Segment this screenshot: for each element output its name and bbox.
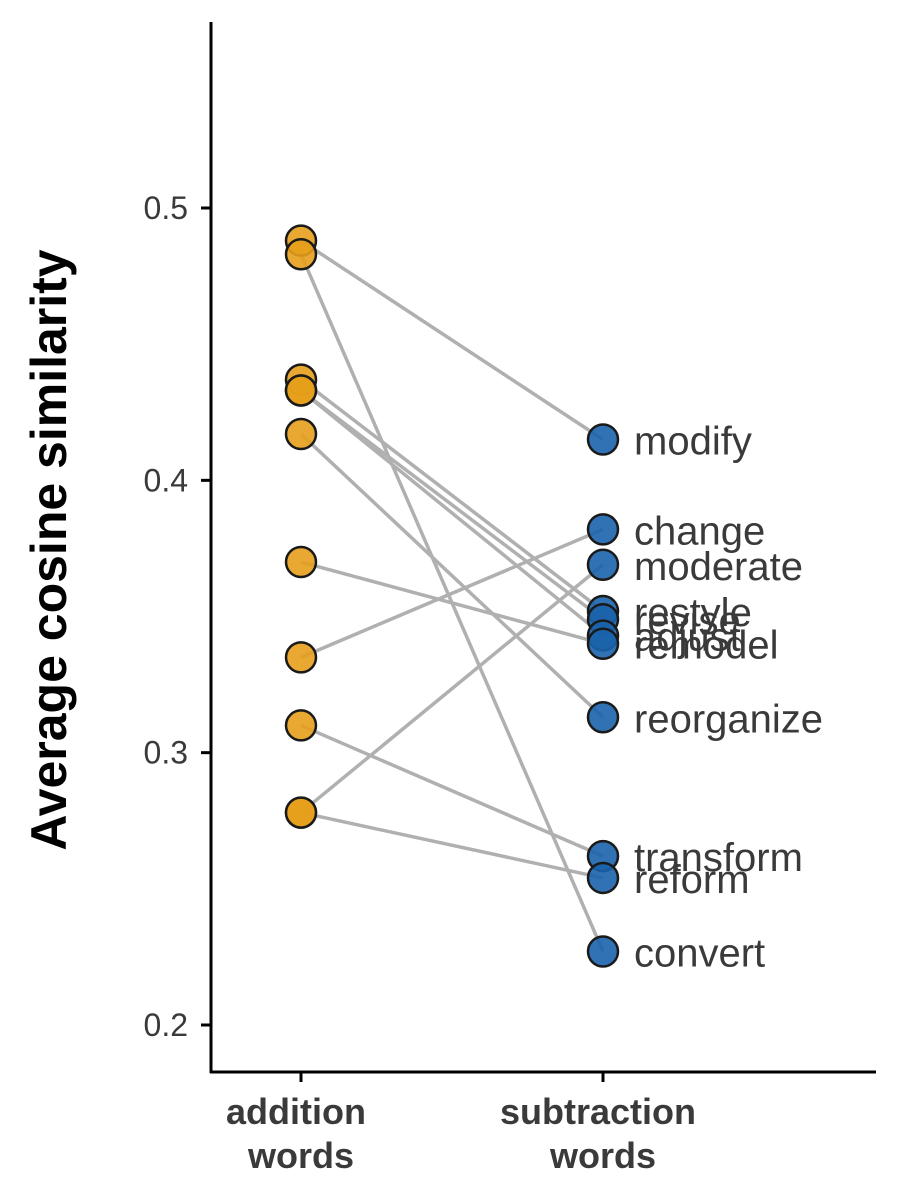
connector-line-transform <box>300 723 604 858</box>
point-addition-moderate <box>284 796 318 829</box>
point-subtraction-reorganize <box>586 701 620 734</box>
x-label-subtraction-line2: words <box>549 1135 656 1176</box>
point-label-remodel: remodel <box>634 624 779 668</box>
connector-line-reform <box>300 810 604 880</box>
connector-line-remodel <box>300 560 604 646</box>
point-label-adjust: adjust <box>634 616 741 660</box>
point-label-revise: revise <box>634 599 741 643</box>
x-label-addition-line1: addition <box>226 1091 366 1132</box>
point-addition-change <box>284 641 318 674</box>
connector-line-moderate <box>299 563 605 814</box>
point-label-transform: transform <box>634 836 803 880</box>
x-label-addition: addition words <box>226 1091 376 1176</box>
point-addition-convert <box>284 238 318 271</box>
point-subtraction-reform <box>586 861 620 895</box>
point-label-reform: reform <box>634 858 750 902</box>
point-label-restyle: restyle <box>634 591 752 635</box>
x-label-subtraction-line1: subtraction <box>500 1091 696 1132</box>
connector-line-modify <box>300 239 604 441</box>
point-subtraction-change <box>586 513 620 546</box>
connector-line-reorganize <box>299 432 605 719</box>
point-label-modify: modify <box>634 419 752 463</box>
connector-line-revise <box>299 389 605 621</box>
y-tick-label: 0.4 <box>144 462 188 498</box>
data-points <box>284 224 620 968</box>
point-addition-remodel <box>284 545 318 579</box>
point-addition-adjust <box>284 374 318 407</box>
point-subtraction-modify <box>586 423 620 456</box>
y-tick-label: 0.2 <box>144 1007 188 1043</box>
y-axis: 0.2 0.3 0.4 0.5 <box>144 22 213 1073</box>
point-subtraction-remodel <box>586 627 620 660</box>
y-ticks: 0.2 0.3 0.4 0.5 <box>144 190 211 1043</box>
x-label-addition-line2: words <box>247 1135 354 1176</box>
y-axis-title: Average cosine similarity <box>21 249 77 850</box>
x-label-subtraction: subtraction words <box>500 1091 706 1176</box>
y-tick-label: 0.3 <box>144 735 188 771</box>
connector-line-change <box>300 527 604 659</box>
point-addition-reorganize <box>284 417 318 451</box>
point-label-moderate: moderate <box>634 545 803 589</box>
point-label-change: change <box>634 509 765 553</box>
x-axis: addition words subtraction words <box>210 1070 876 1176</box>
connector-line-adjust <box>299 389 605 637</box>
connector-lines <box>299 239 605 953</box>
point-label-convert: convert <box>634 931 765 975</box>
point-addition-transform <box>284 709 318 742</box>
connector-line-restyle <box>299 378 605 613</box>
y-tick-label: 0.5 <box>144 190 188 226</box>
point-subtraction-moderate <box>586 548 620 582</box>
point-label-reorganize: reorganize <box>634 697 823 741</box>
point-subtraction-convert <box>586 935 620 968</box>
